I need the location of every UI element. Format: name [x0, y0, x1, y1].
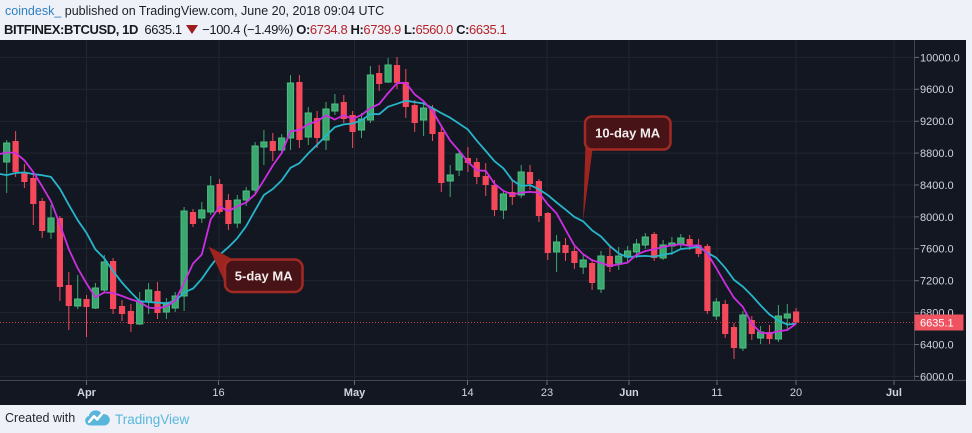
svg-text:May: May — [344, 387, 366, 399]
svg-text:14: 14 — [461, 387, 473, 399]
svg-text:10-day MA: 10-day MA — [595, 126, 661, 141]
svg-text:Jul: Jul — [886, 387, 902, 399]
svg-text:20: 20 — [790, 387, 802, 399]
svg-text:6000.0: 6000.0 — [920, 371, 954, 383]
svg-text:8000.0: 8000.0 — [920, 212, 954, 224]
svg-text:16: 16 — [212, 387, 224, 399]
svg-text:8400.0: 8400.0 — [920, 180, 954, 192]
svg-text:7600.0: 7600.0 — [920, 244, 954, 256]
svg-text:5-day MA: 5-day MA — [235, 268, 293, 283]
svg-text:10000.0: 10000.0 — [920, 52, 960, 64]
svg-text:7200.0: 7200.0 — [920, 276, 954, 288]
svg-text:9600.0: 9600.0 — [920, 84, 954, 96]
svg-text:6635.1: 6635.1 — [920, 317, 954, 329]
svg-text:8800.0: 8800.0 — [920, 148, 954, 160]
svg-text:11: 11 — [711, 387, 722, 399]
svg-text:9200.0: 9200.0 — [920, 116, 954, 128]
svg-text:23: 23 — [541, 387, 553, 399]
svg-text:Apr: Apr — [77, 387, 97, 399]
svg-text:6400.0: 6400.0 — [920, 339, 954, 351]
svg-text:Jun: Jun — [619, 387, 639, 399]
